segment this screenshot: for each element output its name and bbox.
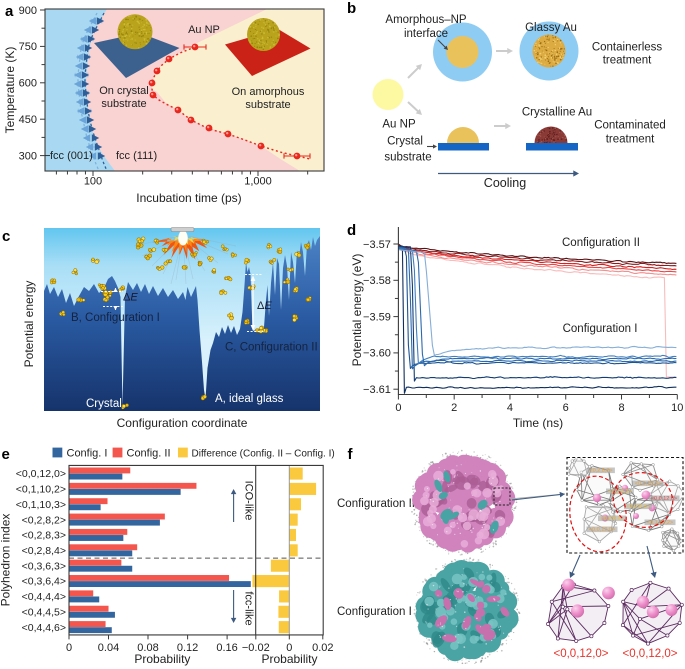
svg-text:Probability: Probability bbox=[261, 652, 317, 666]
svg-text:Time (ns): Time (ns) bbox=[513, 416, 563, 430]
svg-text:0: 0 bbox=[286, 642, 292, 654]
svg-text:2: 2 bbox=[451, 402, 457, 414]
svg-text:<0,0,12,0>: <0,0,12,0> bbox=[623, 648, 678, 660]
svg-text:0.16: 0.16 bbox=[216, 642, 237, 654]
svg-text:Configuration II: Configuration II bbox=[562, 237, 640, 249]
svg-text:Configuration I: Configuration I bbox=[563, 323, 638, 335]
svg-text:On crystal: On crystal bbox=[99, 85, 149, 97]
svg-text:0.12: 0.12 bbox=[177, 642, 198, 654]
svg-text:<0,3,6,3>: <0,3,6,3> bbox=[22, 560, 66, 572]
svg-text:f: f bbox=[348, 446, 354, 463]
svg-text:fcc-like: fcc-like bbox=[243, 591, 255, 625]
svg-text:fcc (111): fcc (111) bbox=[116, 150, 157, 162]
svg-text:ΔE: ΔE bbox=[123, 292, 138, 304]
svg-text:Config. II: Config. II bbox=[127, 448, 171, 460]
svg-text:<0,2,8,1>: <0,2,8,1> bbox=[626, 504, 649, 510]
svg-text:Contaminated: Contaminated bbox=[594, 120, 666, 132]
svg-text:<0,4,4,6>: <0,4,4,6> bbox=[22, 622, 66, 634]
svg-text:Config. I: Config. I bbox=[67, 448, 108, 460]
svg-text:−3.57: −3.57 bbox=[363, 239, 391, 251]
svg-text:<0,0,12,0>: <0,0,12,0> bbox=[589, 527, 615, 533]
svg-text:−3.61: −3.61 bbox=[363, 384, 391, 396]
svg-text:600: 600 bbox=[19, 78, 37, 90]
svg-text:Au NP: Au NP bbox=[188, 24, 220, 36]
svg-text:<0,1,10,3>: <0,1,10,3> bbox=[16, 499, 66, 511]
svg-text:Configuration coordinate: Configuration coordinate bbox=[117, 416, 248, 430]
svg-text:<0,2,8,2>: <0,2,8,2> bbox=[589, 468, 612, 474]
svg-text:<0,2,8,2>: <0,2,8,2> bbox=[600, 516, 623, 522]
svg-text:C, Configuration II: C, Configuration II bbox=[225, 342, 318, 354]
svg-text:<0,0,12,0>: <0,0,12,0> bbox=[554, 648, 609, 660]
svg-text:−3.60: −3.60 bbox=[363, 348, 391, 360]
svg-text:treatment: treatment bbox=[606, 134, 655, 146]
svg-text:0: 0 bbox=[395, 402, 401, 414]
svg-text:c: c bbox=[2, 228, 10, 245]
svg-text:<0,4,4,4>: <0,4,4,4> bbox=[22, 591, 66, 603]
svg-text:Configuration I: Configuration I bbox=[337, 606, 412, 618]
svg-text:<0,0,12,0>: <0,0,12,0> bbox=[651, 496, 677, 502]
svg-text:fcc (001): fcc (001) bbox=[50, 150, 93, 162]
svg-text:Crystal: Crystal bbox=[387, 136, 423, 148]
svg-text:Temperature (K): Temperature (K) bbox=[3, 47, 17, 134]
svg-text:interface: interface bbox=[404, 28, 448, 40]
svg-text:Difference (Config. II – Confi: Difference (Config. II – Config. I) bbox=[192, 449, 335, 460]
svg-text:e: e bbox=[2, 446, 10, 463]
svg-text:Potential energy: Potential energy bbox=[22, 281, 36, 368]
svg-text:Glassy Au: Glassy Au bbox=[525, 22, 577, 34]
svg-text:Probability: Probability bbox=[134, 652, 190, 666]
svg-text:<0,3,6,4>: <0,3,6,4> bbox=[22, 576, 66, 588]
svg-text:10: 10 bbox=[671, 402, 683, 414]
svg-text:Au NP: Au NP bbox=[382, 119, 416, 131]
svg-text:treatment: treatment bbox=[603, 55, 652, 67]
svg-text:<0,4,4,5>: <0,4,4,5> bbox=[22, 606, 66, 618]
svg-text:Polyhedron index: Polyhedron index bbox=[0, 514, 13, 607]
svg-text:300: 300 bbox=[19, 150, 37, 162]
svg-text:−0.02: −0.02 bbox=[242, 642, 270, 654]
svg-text:8: 8 bbox=[618, 402, 624, 414]
svg-text:b: b bbox=[347, 0, 356, 17]
svg-text:0.02: 0.02 bbox=[312, 642, 333, 654]
svg-text:−3.59: −3.59 bbox=[363, 311, 391, 323]
svg-text:ICO-like: ICO-like bbox=[243, 481, 255, 521]
svg-text:Potential energy (eV): Potential energy (eV) bbox=[350, 254, 364, 367]
svg-text:900: 900 bbox=[19, 5, 37, 17]
svg-text:6: 6 bbox=[563, 402, 569, 414]
svg-text:1,000: 1,000 bbox=[244, 176, 272, 188]
svg-text:a: a bbox=[5, 3, 14, 20]
svg-text:<0,2,8,4>: <0,2,8,4> bbox=[22, 545, 66, 557]
svg-text:Crystalline Au: Crystalline Au bbox=[522, 107, 592, 119]
svg-text:100: 100 bbox=[84, 176, 102, 188]
svg-text:substrate: substrate bbox=[384, 152, 431, 164]
svg-text:Containerless: Containerless bbox=[592, 42, 663, 54]
svg-text:Incubation time (ps): Incubation time (ps) bbox=[136, 191, 241, 205]
svg-text:0: 0 bbox=[66, 642, 72, 654]
svg-text:<0,2,8,3>: <0,2,8,3> bbox=[22, 530, 66, 542]
svg-text:substrate: substrate bbox=[101, 98, 146, 110]
svg-text:0.04: 0.04 bbox=[98, 642, 119, 654]
svg-text:A, ideal glass: A, ideal glass bbox=[215, 393, 284, 405]
svg-text:450: 450 bbox=[19, 114, 37, 126]
svg-text:<0,1,10,2>: <0,1,10,2> bbox=[635, 481, 661, 487]
svg-text:0.08: 0.08 bbox=[137, 642, 158, 654]
svg-text:Configuration II: Configuration II bbox=[337, 498, 415, 510]
svg-text:<0,0,12,0>: <0,0,12,0> bbox=[16, 468, 66, 480]
svg-text:750: 750 bbox=[19, 41, 37, 53]
svg-text:B, Configuration I: B, Configuration I bbox=[71, 312, 160, 324]
svg-text:substrate: substrate bbox=[245, 99, 290, 111]
svg-text:4: 4 bbox=[507, 402, 513, 414]
svg-text:On amorphous: On amorphous bbox=[232, 86, 305, 98]
svg-text:ΔE: ΔE bbox=[257, 300, 272, 312]
svg-text:d: d bbox=[347, 222, 356, 239]
svg-text:<0,1,10,2>: <0,1,10,2> bbox=[647, 520, 673, 526]
svg-text:Crystal: Crystal bbox=[86, 398, 122, 410]
svg-text:Amorphous–NP: Amorphous–NP bbox=[385, 14, 467, 26]
svg-text:<0,2,8,2>: <0,2,8,2> bbox=[22, 514, 66, 526]
svg-text:−3.58: −3.58 bbox=[363, 275, 391, 287]
svg-text:Cooling: Cooling bbox=[484, 176, 526, 190]
svg-text:<0,1,10,2>: <0,1,10,2> bbox=[16, 484, 66, 496]
